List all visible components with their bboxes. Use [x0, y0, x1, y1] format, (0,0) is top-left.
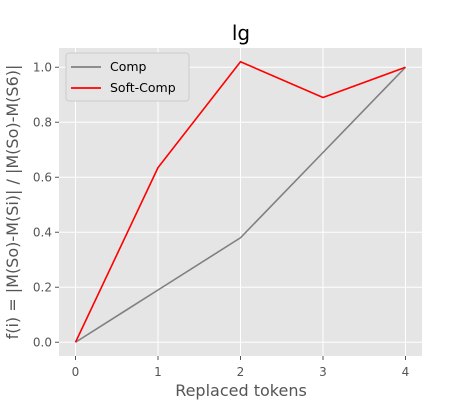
series-lines [74, 60, 407, 343]
y-tick-label: 0.2 [33, 280, 52, 294]
gridlines [59, 48, 422, 356]
x-axis-label: Replaced tokens [175, 381, 307, 400]
y-tick-label: 0.0 [33, 335, 52, 349]
y-tick-label: 0.6 [33, 170, 52, 184]
y-axis-label: f(i) = |M(So)-M(Si)| / |M(So)-M(S6)| [3, 65, 22, 340]
y-tick-label: 1.0 [33, 60, 52, 74]
legend-label-soft-comp: Soft-Comp [110, 80, 176, 95]
chart-title: lg [232, 21, 250, 45]
series-line-comp [75, 66, 407, 343]
x-tick-label: 3 [319, 365, 327, 379]
legend-label-comp: Comp [110, 59, 147, 74]
legend: Comp Soft-Comp [65, 52, 190, 102]
x-tick-label: 4 [402, 365, 410, 379]
x-tick-label: 0 [72, 365, 80, 379]
y-tick-label: 0.4 [33, 225, 52, 239]
series-line-soft-comp [74, 60, 406, 343]
x-tick-label: 1 [154, 365, 162, 379]
legend-box [65, 52, 190, 102]
ticks: 0 1 2 3 4 0.0 0.2 0.4 0.6 0.8 1.0 [33, 60, 409, 379]
y-tick-label: 0.8 [33, 115, 52, 129]
x-tick-label: 2 [237, 365, 245, 379]
